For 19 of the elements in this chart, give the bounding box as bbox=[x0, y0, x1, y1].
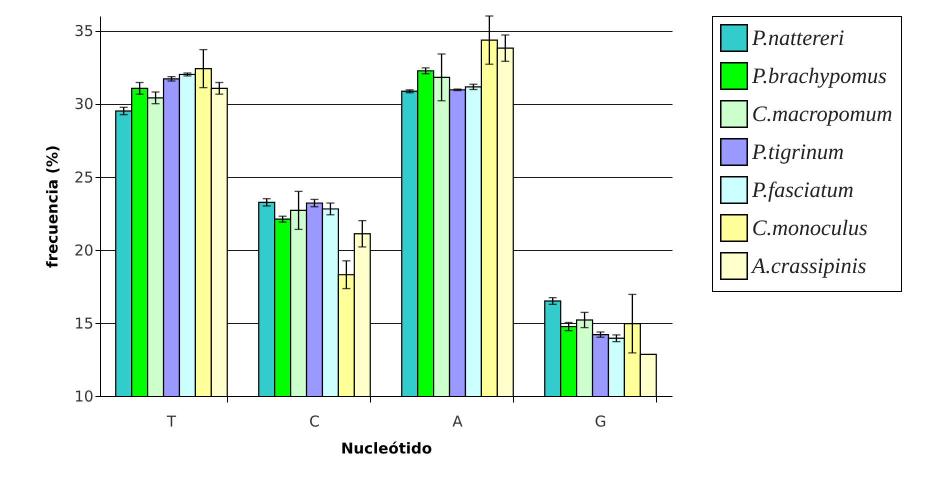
legend-label: P.fasciatum bbox=[751, 177, 854, 202]
y-tick-label: 25 bbox=[74, 168, 94, 186]
legend-label: P.nattereri bbox=[751, 25, 844, 50]
legend-label: C.monoculus bbox=[752, 215, 868, 240]
x-tick-label: G bbox=[594, 412, 606, 430]
legend-label: A.crassipinis bbox=[750, 253, 866, 278]
x-tick-label: A bbox=[452, 412, 464, 430]
x-axis-title: Nucleótido bbox=[340, 440, 432, 458]
y-axis-title: frecuencia (%) bbox=[43, 145, 62, 268]
y-tick-label: 20 bbox=[74, 241, 94, 260]
x-tick-label: C bbox=[309, 412, 320, 430]
y-tick-label: 15 bbox=[74, 314, 94, 332]
legend-label: P.tigrinum bbox=[751, 139, 844, 164]
legend-label: P.brachypomus bbox=[751, 63, 887, 88]
legend-label: C.macropomum bbox=[752, 101, 892, 126]
y-tick-label: 30 bbox=[74, 95, 94, 114]
y-tick-label: 10 bbox=[74, 388, 94, 406]
y-tick-label: 35 bbox=[74, 22, 94, 40]
x-tick-label: T bbox=[166, 412, 177, 430]
